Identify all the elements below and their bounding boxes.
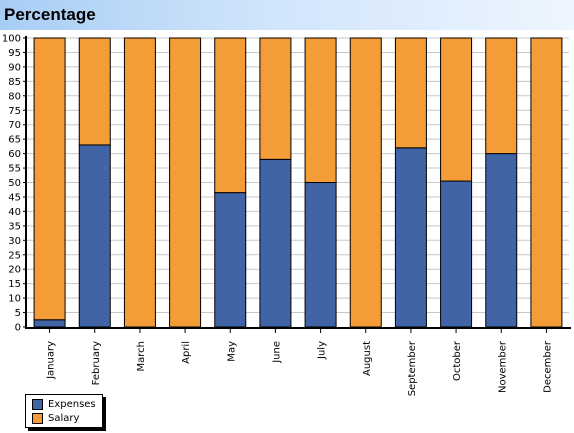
x-tick-label: February <box>91 341 102 385</box>
y-tick-label: 30 <box>8 236 21 247</box>
y-tick-label: 60 <box>8 149 21 160</box>
y-tick-label: 85 <box>8 77 21 88</box>
bar-salary-july <box>304 37 337 183</box>
legend-label-salary: Salary <box>48 413 80 424</box>
y-tick-label: 40 <box>8 207 21 218</box>
bar-salary-august <box>349 37 382 328</box>
bar-salary-february <box>78 37 111 146</box>
y-tick-label: 70 <box>8 120 21 131</box>
legend-swatch-salary <box>32 413 43 424</box>
y-tick-label: 25 <box>8 250 21 261</box>
y-tick-label: 100 <box>2 34 21 45</box>
bar-expenses-november <box>485 153 518 328</box>
legend-swatch-expenses <box>32 399 43 410</box>
bar-salary-april <box>169 37 202 328</box>
bar-salary-may <box>214 37 247 194</box>
legend-label-expenses: Expenses <box>48 399 96 410</box>
bar-salary-march <box>123 37 156 328</box>
y-tick-label: 90 <box>8 62 21 73</box>
y-tick-label: 35 <box>8 221 21 232</box>
bar-expenses-february <box>78 144 111 328</box>
bar-salary-october <box>440 37 473 182</box>
x-tick-label: November <box>497 340 508 393</box>
bar-salary-september <box>394 37 427 149</box>
legend-item-salary: Salary <box>32 412 79 425</box>
x-tick-label: January <box>46 341 57 380</box>
legend: Expenses Salary <box>25 394 103 428</box>
x-tick-label: May <box>226 341 237 362</box>
y-tick-label: 0 <box>15 323 21 334</box>
y-axis <box>25 36 27 329</box>
y-tick-label: 50 <box>8 178 21 189</box>
y-tick-label: 65 <box>8 135 21 146</box>
bar-expenses-may <box>214 192 247 328</box>
y-tick-label: 10 <box>8 294 21 305</box>
bar-salary-december <box>530 37 563 328</box>
x-tick-label: July <box>317 341 328 360</box>
x-axis <box>25 327 571 329</box>
bar-salary-june <box>259 37 292 160</box>
y-tick-label: 95 <box>8 48 21 59</box>
bar-expenses-july <box>304 182 337 328</box>
y-tick-label: 55 <box>8 164 21 175</box>
y-tick-label: 75 <box>8 106 21 117</box>
y-tick-label: 15 <box>8 279 21 290</box>
x-tick-label: August <box>362 341 373 376</box>
x-tick-label: September <box>407 340 418 396</box>
x-tick-label: June <box>271 341 282 364</box>
legend-item-expenses: Expenses <box>32 398 96 411</box>
y-tick-label: 20 <box>8 265 21 276</box>
chart-title: Percentage <box>4 5 96 24</box>
x-tick-label: December <box>542 340 553 393</box>
y-tick-label: 80 <box>8 91 21 102</box>
y-tick-label: 45 <box>8 192 21 203</box>
bar-expenses-october <box>440 180 473 328</box>
x-tick-label: October <box>452 340 463 381</box>
y-tick-label: 5 <box>15 308 21 319</box>
bar-salary-january <box>33 37 66 321</box>
title-bar: Percentage <box>0 0 574 30</box>
bar-expenses-september <box>394 147 427 328</box>
x-tick-label: April <box>181 341 192 364</box>
x-tick-label: March <box>136 341 147 371</box>
bar-salary-november <box>485 37 518 155</box>
bar-expenses-june <box>259 158 292 328</box>
bar-expenses-january <box>33 319 66 328</box>
